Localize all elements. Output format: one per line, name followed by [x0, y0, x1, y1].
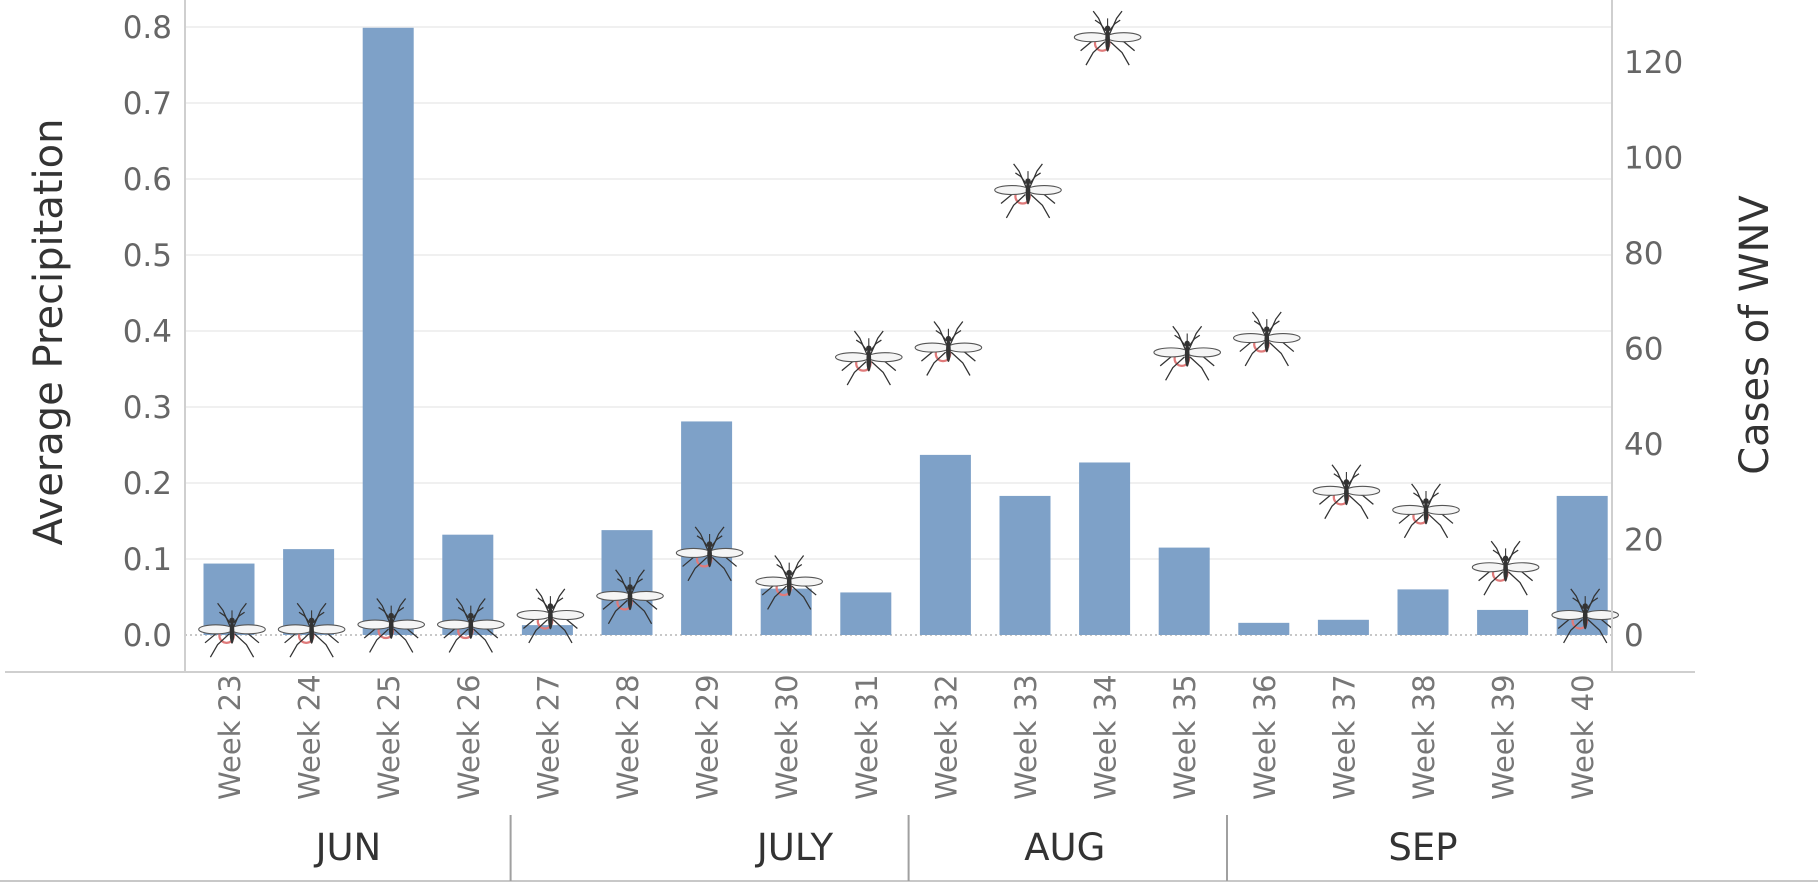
left-y-tick-label: 0.5 [123, 238, 172, 274]
mosquito-icon [1232, 310, 1302, 368]
right-y-tick-label: 80 [1624, 236, 1663, 272]
precipitation-bar [1079, 462, 1131, 635]
x-tick-label: Week 30 [770, 674, 804, 800]
x-tick-label: Week 35 [1168, 674, 1202, 800]
month-label: SEP [1388, 826, 1457, 869]
left-y-axis-title: Average Precipitation [26, 119, 72, 546]
x-tick-label: Week 29 [691, 674, 725, 800]
x-tick-label: Week 32 [929, 674, 963, 800]
x-tick-label: Week 38 [1407, 674, 1441, 800]
right-y-tick-label: 60 [1624, 332, 1663, 368]
mosquito-icon [1152, 325, 1222, 382]
month-label: AUG [1024, 826, 1105, 869]
x-tick-label: Week 26 [452, 674, 486, 800]
x-tick-label: Week 37 [1327, 674, 1361, 800]
precipitation-bar [999, 495, 1051, 635]
mosquito-icon [834, 329, 904, 387]
month-label: JULY [755, 826, 834, 869]
x-tick-label: Week 39 [1487, 674, 1521, 800]
mosquito-icon [1471, 540, 1541, 597]
mosquito-icon [993, 162, 1063, 220]
left-y-tick-label: 0.4 [123, 314, 172, 350]
x-tick-label: Week 23 [213, 674, 247, 800]
x-tick-label: Week 24 [293, 674, 327, 800]
precipitation-bar [601, 530, 653, 635]
precipitation-bar [1477, 609, 1529, 635]
precipitation-bar [1317, 619, 1369, 635]
left-y-tick-label: 0.3 [123, 390, 172, 426]
precipitation-bar [840, 592, 892, 635]
left-y-tick-label: 0.7 [123, 86, 172, 122]
x-tick-label: Week 33 [1009, 674, 1043, 800]
mosquito-icon [913, 320, 983, 377]
mosquito-icon [1073, 9, 1143, 67]
mosquito-icon [1391, 482, 1461, 539]
precipitation-bar [1397, 589, 1449, 635]
left-y-tick-label: 0.6 [123, 162, 172, 198]
x-tick-label: Week 31 [850, 674, 884, 800]
left-y-tick-label: 0.1 [123, 542, 172, 578]
mosquito-icon [1311, 463, 1381, 520]
x-tick-label: Week 25 [372, 674, 406, 800]
precipitation-bar [681, 421, 733, 635]
month-label: JUN [314, 826, 382, 869]
right-y-tick-label: 0 [1624, 618, 1644, 654]
right-y-tick-label: 40 [1624, 427, 1663, 463]
precipitation-bar [919, 454, 971, 635]
precipitation-bar [521, 625, 573, 635]
precipitation-bar [362, 27, 414, 635]
left-y-tick-label: 0.2 [123, 466, 172, 502]
left-y-tick-label: 0.8 [123, 10, 172, 46]
precipitation-bar [1158, 547, 1210, 635]
x-tick-label: Week 34 [1089, 674, 1123, 800]
x-tick-label: Week 36 [1248, 674, 1282, 800]
right-y-axis-title: Cases of WNV [1732, 195, 1778, 475]
precipitation-bar [1238, 622, 1290, 635]
right-y-tick-label: 100 [1624, 141, 1683, 177]
x-tick-label: Week 28 [611, 674, 645, 800]
x-tick-label: Week 27 [531, 674, 565, 800]
right-y-tick-label: 20 [1624, 523, 1663, 559]
left-y-tick-label: 0.0 [123, 618, 172, 654]
x-tick-label: Week 40 [1566, 674, 1600, 800]
right-y-tick-label: 120 [1624, 45, 1683, 81]
